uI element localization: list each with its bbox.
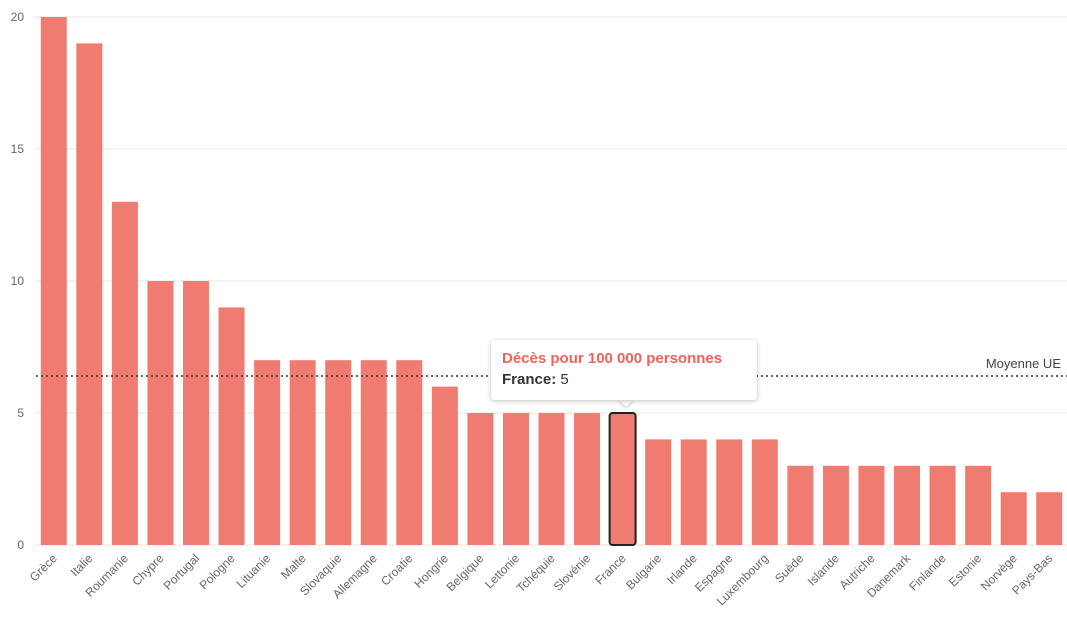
bar[interactable] (76, 43, 103, 546)
bar[interactable] (40, 17, 67, 545)
x-tick-label: Grèce (27, 551, 60, 584)
x-tick-label: Croatie (378, 551, 415, 588)
x-tick-label: Portugal (161, 551, 203, 593)
x-tick-label: Slovénie (551, 551, 594, 594)
bar[interactable] (147, 281, 174, 545)
x-tick-label: Bulgarie (623, 551, 664, 592)
y-axis-ticks: 0 5 10 15 20 (11, 10, 25, 552)
bar[interactable] (645, 439, 672, 545)
bar[interactable] (360, 360, 387, 545)
x-tick-label: Malte (278, 551, 309, 582)
x-tick-label: Pologne (197, 551, 238, 592)
x-tick-label: Finlande (906, 551, 949, 594)
bar[interactable] (467, 413, 494, 545)
bar[interactable] (182, 281, 209, 545)
x-tick-label: Belgique (444, 551, 487, 594)
y-tick-label: 10 (11, 274, 25, 288)
bar[interactable] (751, 439, 778, 545)
bar[interactable] (325, 360, 352, 545)
tooltip-line: France: 5 (502, 369, 746, 391)
bar[interactable] (289, 360, 316, 545)
bar[interactable] (502, 413, 529, 545)
bar[interactable] (254, 360, 281, 545)
x-tick-label: Italie (68, 551, 96, 579)
bar[interactable] (538, 413, 565, 545)
tooltip: Décès pour 100 000 personnes France: 5 (491, 340, 757, 400)
bar[interactable] (716, 439, 743, 545)
bar[interactable] (111, 201, 138, 546)
bar[interactable] (574, 413, 601, 545)
y-tick-label: 0 (17, 538, 24, 552)
bar[interactable] (680, 439, 707, 545)
tooltip-value: 5 (560, 371, 569, 388)
y-tick-label: 20 (11, 10, 25, 24)
bar[interactable] (929, 465, 956, 545)
bar[interactable] (1036, 492, 1063, 545)
tooltip-title: Décès pour 100 000 personnes (502, 350, 723, 367)
y-tick-label: 5 (17, 406, 24, 420)
bar[interactable] (965, 465, 992, 545)
x-tick-label: Suède (772, 551, 807, 586)
bars (40, 17, 1063, 546)
bar-highlighted[interactable] (608, 412, 637, 546)
tooltip-country-label: France: (502, 371, 557, 388)
bar[interactable] (396, 360, 423, 545)
bar[interactable] (822, 465, 849, 545)
bar[interactable] (1000, 492, 1027, 545)
y-tick-label: 15 (11, 142, 25, 156)
bar[interactable] (218, 307, 245, 545)
eu-average-label: Moyenne UE (986, 356, 1061, 371)
bar[interactable] (894, 465, 921, 545)
x-axis-ticks: Grèce ItalieRoumanieChyprePortugalPologne… (27, 551, 1055, 609)
tooltip-arrow (618, 399, 634, 407)
bar[interactable] (858, 465, 885, 545)
bar[interactable] (431, 386, 458, 545)
bar[interactable] (787, 465, 814, 545)
x-tick-label: Tchéquie (514, 551, 558, 595)
x-tick-label: Lituanie (234, 551, 274, 591)
